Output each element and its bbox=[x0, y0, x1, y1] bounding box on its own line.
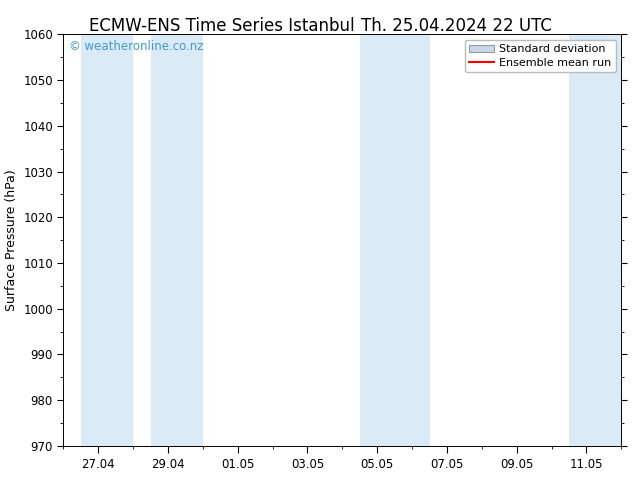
Bar bbox=[359, 34, 429, 446]
Text: © weatheronline.co.nz: © weatheronline.co.nz bbox=[69, 41, 204, 53]
Text: Th. 25.04.2024 22 UTC: Th. 25.04.2024 22 UTC bbox=[361, 17, 552, 35]
Text: ECMW-ENS Time Series Istanbul: ECMW-ENS Time Series Istanbul bbox=[89, 17, 354, 35]
Y-axis label: Surface Pressure (hPa): Surface Pressure (hPa) bbox=[4, 169, 18, 311]
Bar bbox=[81, 34, 133, 446]
Bar bbox=[569, 34, 621, 446]
Bar bbox=[150, 34, 203, 446]
Legend: Standard deviation, Ensemble mean run: Standard deviation, Ensemble mean run bbox=[465, 40, 616, 72]
